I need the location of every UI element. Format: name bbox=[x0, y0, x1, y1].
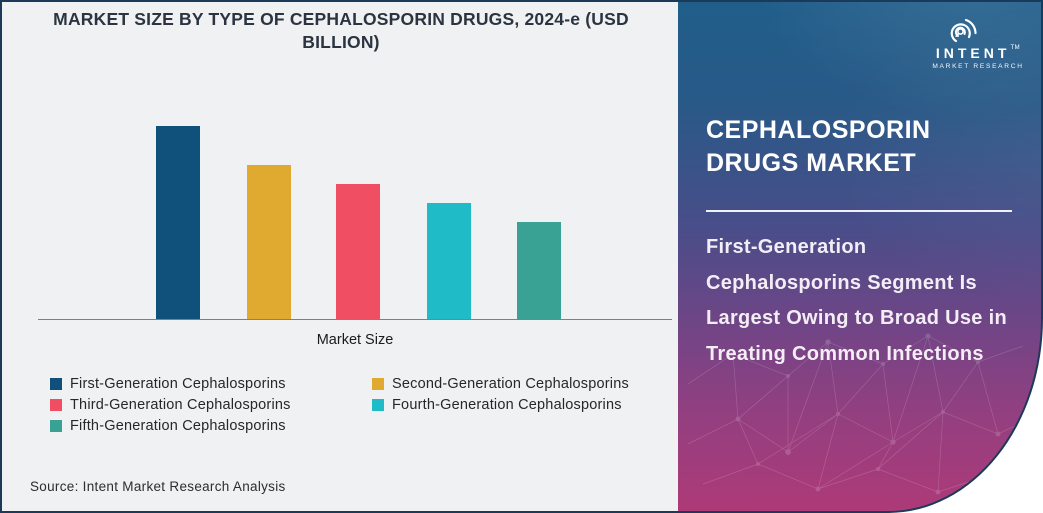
bar-3 bbox=[336, 184, 380, 319]
world-map-network-pattern bbox=[687, 333, 1037, 495]
legend: First-Generation Cephalosporins Second-Ge… bbox=[50, 376, 660, 434]
bar-plot-area bbox=[38, 102, 672, 319]
side-panel: INTENT TM MARKET RESEARCH CEPHALOSPORIN … bbox=[678, 0, 1043, 513]
legend-swatch bbox=[372, 399, 384, 411]
legend-label: Second-Generation Cephalosporins bbox=[392, 376, 629, 392]
legend-label: Fourth-Generation Cephalosporins bbox=[392, 397, 622, 413]
logo-name: INTENT bbox=[935, 45, 1011, 61]
legend-label: First-Generation Cephalosporins bbox=[70, 376, 286, 392]
legend-swatch bbox=[50, 378, 62, 390]
panel-title: CEPHALOSPORIN DRUGS MARKET bbox=[706, 116, 931, 177]
intent-market-research-logo: INTENT TM MARKET RESEARCH bbox=[926, 14, 1030, 70]
legend-label: Fifth-Generation Cephalosporins bbox=[70, 418, 286, 434]
bar-4 bbox=[427, 203, 471, 319]
legend-item: First-Generation Cephalosporins bbox=[50, 376, 372, 392]
legend-swatch bbox=[50, 420, 62, 432]
chart-title: MARKET SIZE BY TYPE OF CEPHALOSPORIN DRU… bbox=[53, 9, 629, 52]
legend-item: Third-Generation Cephalosporins bbox=[50, 397, 372, 413]
legend-item: Fourth-Generation Cephalosporins bbox=[372, 397, 660, 413]
panel-divider bbox=[706, 210, 1012, 212]
logo-subtitle: MARKET RESEARCH bbox=[932, 63, 1024, 70]
radar-magnifier-icon bbox=[950, 18, 977, 43]
legend-item: Second-Generation Cephalosporins bbox=[372, 376, 660, 392]
bar-1 bbox=[156, 126, 200, 319]
bar-2 bbox=[247, 165, 291, 319]
chart-card: MARKET SIZE BY TYPE OF CEPHALOSPORIN DRU… bbox=[0, 0, 678, 513]
legend-swatch bbox=[50, 399, 62, 411]
legend-item: Fifth-Generation Cephalosporins bbox=[50, 418, 372, 434]
bar-5 bbox=[517, 222, 561, 319]
x-axis-label: Market Size bbox=[316, 332, 394, 348]
logo-trademark: TM bbox=[1010, 45, 1021, 51]
source-note: Source: Intent Market Research Analysis bbox=[30, 479, 286, 494]
legend-swatch bbox=[372, 378, 384, 390]
legend-label: Third-Generation Cephalosporins bbox=[70, 397, 291, 413]
x-axis-line bbox=[38, 319, 672, 320]
panel-description: First-Generation Cephalosporins Segment … bbox=[706, 236, 1007, 365]
